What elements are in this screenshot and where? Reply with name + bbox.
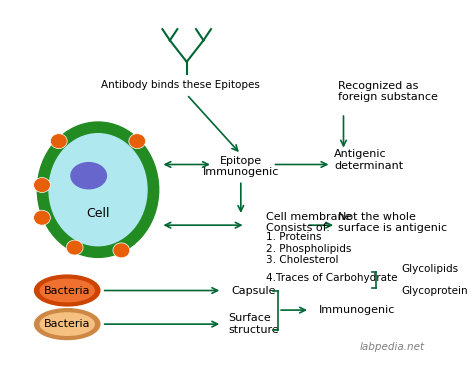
Text: Epitope
Immunogenic: Epitope Immunogenic	[202, 155, 279, 177]
Text: 4.Traces of Carbohydrate: 4.Traces of Carbohydrate	[266, 273, 398, 283]
Text: labpedia.net: labpedia.net	[359, 342, 425, 351]
Ellipse shape	[71, 162, 106, 189]
Ellipse shape	[35, 309, 100, 339]
Text: 1. Proteins
2. Phospholipids
3. Cholesterol: 1. Proteins 2. Phospholipids 3. Choleste…	[266, 232, 351, 265]
Ellipse shape	[66, 240, 83, 255]
Ellipse shape	[50, 134, 67, 149]
Text: Bacteria: Bacteria	[44, 319, 91, 329]
Text: Cell: Cell	[86, 207, 110, 220]
Ellipse shape	[113, 243, 130, 258]
Ellipse shape	[35, 275, 100, 306]
Text: Not the whole
surface is antigenic: Not the whole surface is antigenic	[338, 211, 447, 233]
Text: Antibody binds these Epitopes: Antibody binds these Epitopes	[100, 80, 260, 90]
Text: Immunogenic: Immunogenic	[319, 305, 396, 315]
Text: Capsule: Capsule	[231, 286, 276, 296]
Ellipse shape	[34, 178, 50, 193]
Text: Bacteria: Bacteria	[44, 286, 91, 296]
Ellipse shape	[40, 313, 94, 335]
Ellipse shape	[129, 134, 146, 149]
Text: Glycoprotein: Glycoprotein	[401, 286, 468, 296]
Text: Cell membrane
Consists of:: Cell membrane Consists of:	[266, 211, 352, 233]
Ellipse shape	[34, 210, 50, 225]
Text: Recognized as
foreign substance: Recognized as foreign substance	[338, 81, 438, 102]
Ellipse shape	[40, 279, 94, 302]
Text: Surface
structure: Surface structure	[228, 313, 280, 335]
Ellipse shape	[37, 122, 159, 257]
Ellipse shape	[49, 134, 147, 246]
Text: Glycolipids: Glycolipids	[401, 264, 458, 274]
Text: Antigenic
determinant: Antigenic determinant	[334, 149, 403, 171]
